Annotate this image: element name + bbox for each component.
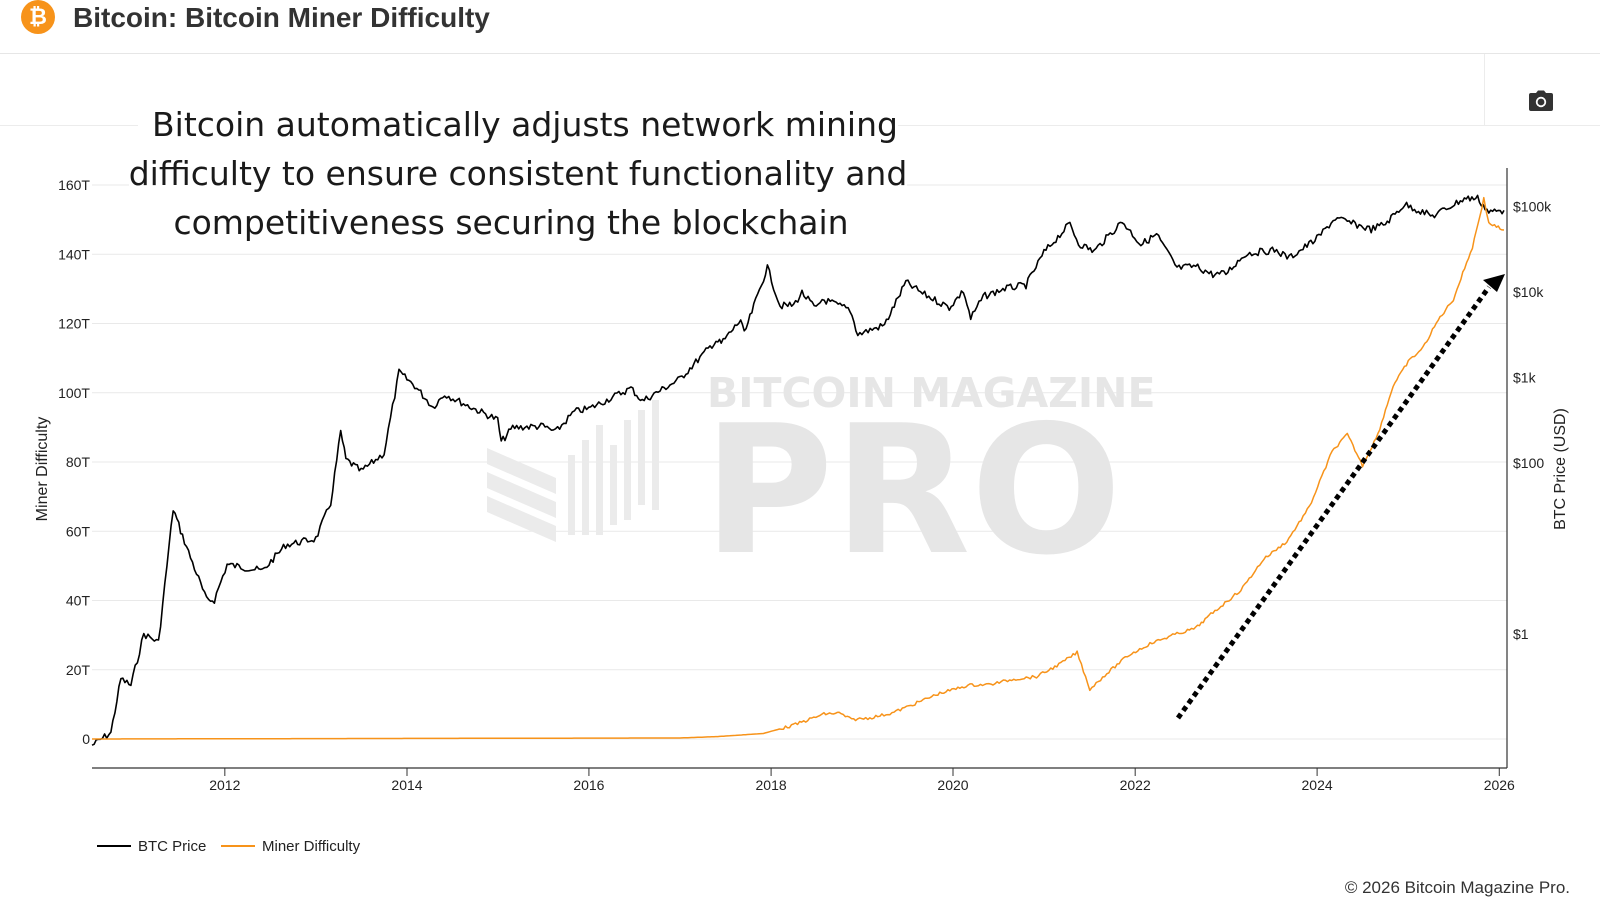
series-line-miner-difficulty: [92, 196, 1505, 740]
y-axis-left-label: Miner Difficulty: [34, 417, 51, 522]
watermark-line2: PRO: [703, 387, 1122, 594]
watermark: BITCOIN MAGAZINE PRO: [487, 369, 1155, 594]
toolbar-divider: [1484, 54, 1485, 126]
page-title: Bitcoin: Bitcoin Miner Difficulty: [73, 2, 490, 33]
y-left-tick-label: 60T: [66, 523, 91, 539]
trend-arrow-line: [1175, 285, 1492, 720]
series-layer: [91, 194, 1505, 746]
watermark-line1: BITCOIN MAGAZINE: [707, 369, 1155, 417]
x-tick-label: 2024: [1302, 777, 1333, 793]
copyright-text: © 2026 Bitcoin Magazine Pro.: [1344, 878, 1570, 897]
y-left-tick-label: 100T: [58, 385, 90, 401]
axes: 0 20T 40T 60T 80T 100T 120T 140T 160T $1 $100 $1k $1…: [58, 168, 1552, 793]
y-right-tick-label: $1: [1513, 626, 1529, 642]
y-right-tick-label: $100k: [1513, 199, 1552, 215]
y-right-tick-label: $1k: [1513, 370, 1537, 386]
y-left-tick-label: 140T: [58, 246, 90, 262]
watermark-bars-logo: [487, 400, 659, 542]
y-right-tick-label: $100: [1513, 455, 1544, 471]
legend-label: Miner Difficulty: [262, 838, 361, 855]
x-tick-label: 2026: [1484, 777, 1515, 793]
y-left-tick-label: 0: [82, 731, 90, 747]
x-tick-label: 2022: [1120, 777, 1151, 793]
y-axis-right-label: BTC Price (USD): [1552, 408, 1569, 530]
trend-arrow: [1175, 274, 1505, 720]
y-left-tick-label: 80T: [66, 454, 91, 470]
y-left-tick-label: 160T: [58, 177, 90, 193]
y-left-tick-label: 40T: [66, 593, 91, 609]
camera-icon[interactable]: [1528, 90, 1554, 112]
x-tick-label: 2016: [573, 777, 604, 793]
x-tick-label: 2020: [937, 777, 968, 793]
x-tick-label: 2012: [209, 777, 240, 793]
series-line-btc-price: [91, 194, 1505, 746]
x-tick-label: 2018: [756, 777, 787, 793]
trend-arrow-head: [1483, 274, 1505, 292]
bitcoin-logo-icon: ₿: [21, 0, 55, 34]
y-right-tick-label: $10k: [1513, 284, 1544, 300]
legend: BTC Price Miner Difficulty: [97, 838, 361, 855]
header-bar: ₿ Bitcoin: Bitcoin Miner Difficulty: [0, 0, 1600, 54]
x-tick-label: 2014: [391, 777, 422, 793]
y-left-tick-label: 20T: [66, 662, 91, 678]
legend-label: BTC Price: [138, 838, 206, 855]
y-left-tick-label: 120T: [58, 316, 90, 332]
